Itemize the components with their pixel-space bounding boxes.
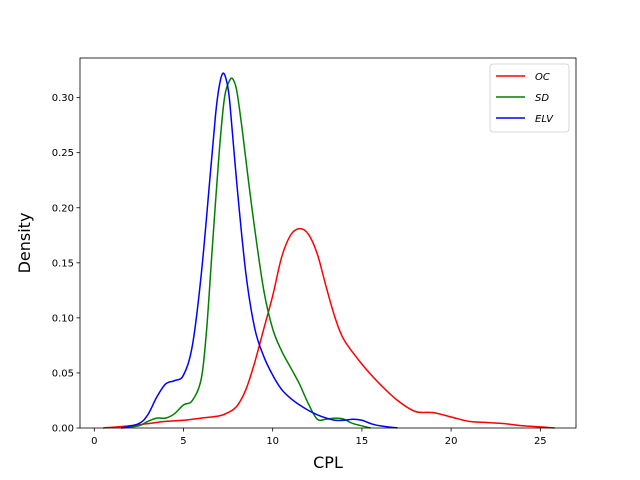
x-axis-ticks: 0 5 10 15 20 25 [91,428,547,447]
y-tick-label: 0.00 [52,424,74,435]
y-tick-label: 0.15 [52,258,74,269]
x-tick-label: 0 [91,436,97,447]
y-axis-ticks: 0.00 0.05 0.10 0.15 0.20 0.25 0.30 [52,93,80,435]
y-tick-label: 0.10 [52,313,74,324]
x-axis-label: CPL [313,453,343,472]
legend: OC SD ELV [489,63,570,133]
series-line-sd [120,77,371,429]
y-tick-label: 0.20 [52,203,74,214]
y-tick-label: 0.25 [52,148,74,159]
legend-frame [489,63,570,133]
x-tick-label: 5 [180,436,186,447]
series-lines [103,72,555,429]
y-tick-label: 0.30 [52,93,74,104]
x-tick-label: 25 [534,436,547,447]
legend-label-elv: ELV [535,114,554,125]
x-tick-label: 10 [266,436,279,447]
y-tick-label: 0.05 [52,368,74,379]
legend-label-oc: OC [535,72,550,83]
series-line-elv [120,72,398,429]
legend-label-sd: SD [535,93,549,104]
y-axis-label: Density [15,213,34,274]
series-line-oc [103,227,555,429]
x-tick-label: 15 [356,436,369,447]
plot-frame [79,57,577,429]
x-tick-label: 20 [445,436,458,447]
